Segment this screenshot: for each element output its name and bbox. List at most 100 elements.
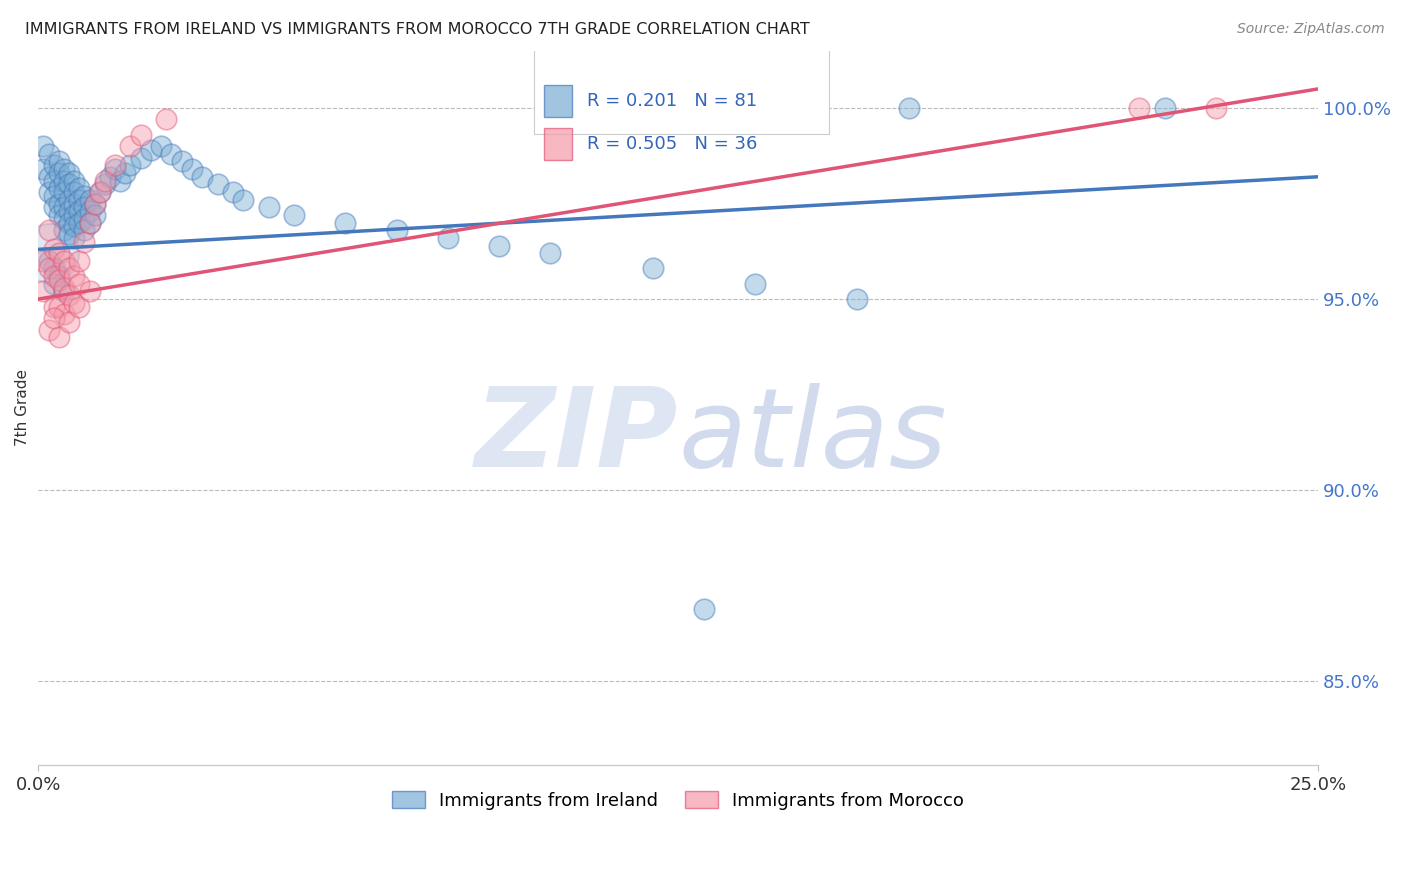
Point	[385, 223, 408, 237]
Point	[48, 196, 70, 211]
Text: Source: ZipAtlas.com: Source: ZipAtlas.com	[1237, 22, 1385, 37]
Text: IMMIGRANTS FROM IRELAND VS IMMIGRANTS FROM MOROCCO 7TH GRADE CORRELATION CHART: IMMIGRANTS FROM IRELAND VS IMMIGRANTS FR…	[25, 22, 810, 37]
Point	[139, 143, 162, 157]
Text: R = 0.505   N = 36: R = 0.505 N = 36	[588, 136, 758, 153]
Point	[120, 158, 142, 172]
Point	[67, 181, 90, 195]
Point	[73, 211, 96, 226]
Point	[160, 146, 183, 161]
Point	[1205, 101, 1227, 115]
Point	[89, 185, 111, 199]
Y-axis label: 7th Grade: 7th Grade	[15, 369, 30, 446]
Point	[63, 208, 86, 222]
Point	[38, 261, 60, 276]
Point	[42, 189, 65, 203]
Point	[52, 200, 75, 214]
Point	[83, 208, 105, 222]
Text: R = 0.201   N = 81: R = 0.201 N = 81	[588, 93, 758, 111]
Point	[63, 231, 86, 245]
Legend: Immigrants from Ireland, Immigrants from Morocco: Immigrants from Ireland, Immigrants from…	[385, 784, 972, 817]
Point	[52, 307, 75, 321]
Point	[744, 277, 766, 291]
Point	[207, 178, 229, 192]
Point	[150, 139, 173, 153]
Point	[58, 166, 80, 180]
Point	[63, 219, 86, 234]
Point	[63, 173, 86, 187]
Point	[98, 169, 121, 184]
Point	[52, 211, 75, 226]
FancyBboxPatch shape	[544, 128, 572, 160]
Point	[180, 162, 202, 177]
Point	[67, 216, 90, 230]
Point	[437, 231, 460, 245]
Point	[67, 277, 90, 291]
Point	[1153, 101, 1175, 115]
Point	[63, 269, 86, 284]
Point	[1128, 101, 1150, 115]
Point	[79, 216, 101, 230]
Point	[257, 200, 280, 214]
Point	[155, 112, 177, 127]
Point	[693, 601, 716, 615]
Point	[104, 162, 127, 177]
Point	[58, 227, 80, 241]
Point	[129, 128, 152, 142]
Text: ZIP: ZIP	[475, 383, 678, 490]
Point	[110, 173, 132, 187]
Point	[83, 196, 105, 211]
Point	[79, 216, 101, 230]
Point	[52, 173, 75, 187]
Point	[73, 189, 96, 203]
Point	[335, 216, 357, 230]
Point	[120, 139, 142, 153]
Point	[52, 285, 75, 299]
Point	[32, 139, 55, 153]
Point	[42, 173, 65, 187]
Point	[89, 185, 111, 199]
Point	[79, 204, 101, 219]
Point	[38, 253, 60, 268]
Point	[538, 246, 561, 260]
Point	[42, 158, 65, 172]
Point	[104, 158, 127, 172]
FancyBboxPatch shape	[544, 85, 572, 117]
Point	[42, 277, 65, 291]
Point	[48, 154, 70, 169]
Point	[52, 185, 75, 199]
Point	[52, 162, 75, 177]
Point	[42, 269, 65, 284]
Point	[79, 285, 101, 299]
Point	[42, 300, 65, 314]
Point	[38, 146, 60, 161]
Point	[42, 261, 65, 276]
Point	[48, 330, 70, 344]
Point	[63, 296, 86, 310]
Point	[48, 181, 70, 195]
Point	[38, 223, 60, 237]
Point	[67, 193, 90, 207]
Point	[58, 204, 80, 219]
Point	[52, 280, 75, 294]
Point	[897, 101, 920, 115]
Point	[42, 243, 65, 257]
Point	[58, 315, 80, 329]
Point	[38, 185, 60, 199]
Point	[488, 238, 510, 252]
Point	[58, 261, 80, 276]
Point	[48, 166, 70, 180]
Point	[42, 311, 65, 326]
Point	[73, 223, 96, 237]
Point	[38, 169, 60, 184]
Text: atlas: atlas	[678, 383, 946, 490]
Point	[94, 178, 117, 192]
Point	[67, 300, 90, 314]
Point	[38, 323, 60, 337]
Point	[63, 196, 86, 211]
Point	[52, 253, 75, 268]
Point	[48, 273, 70, 287]
Point	[48, 246, 70, 260]
FancyBboxPatch shape	[534, 37, 830, 135]
Point	[32, 285, 55, 299]
Point	[58, 288, 80, 302]
